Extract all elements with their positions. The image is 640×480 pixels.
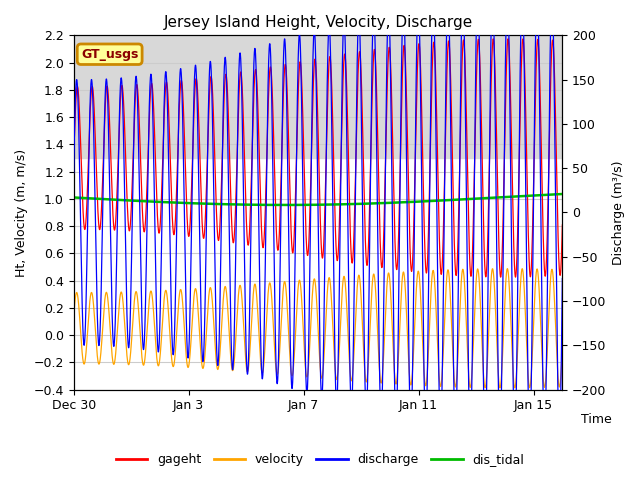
Bar: [74, 36, 563, 158]
Y-axis label: Discharge (m³/s): Discharge (m³/s): [612, 160, 625, 264]
X-axis label: Time: Time: [581, 413, 612, 426]
Legend: gageht, velocity, discharge, dis_tidal: gageht, velocity, discharge, dis_tidal: [111, 448, 529, 471]
Y-axis label: Ht, Velocity (m, m/s): Ht, Velocity (m, m/s): [15, 148, 28, 276]
Title: Jersey Island Height, Velocity, Discharge: Jersey Island Height, Velocity, Discharg…: [163, 15, 472, 30]
Text: GT_usgs: GT_usgs: [81, 48, 138, 61]
